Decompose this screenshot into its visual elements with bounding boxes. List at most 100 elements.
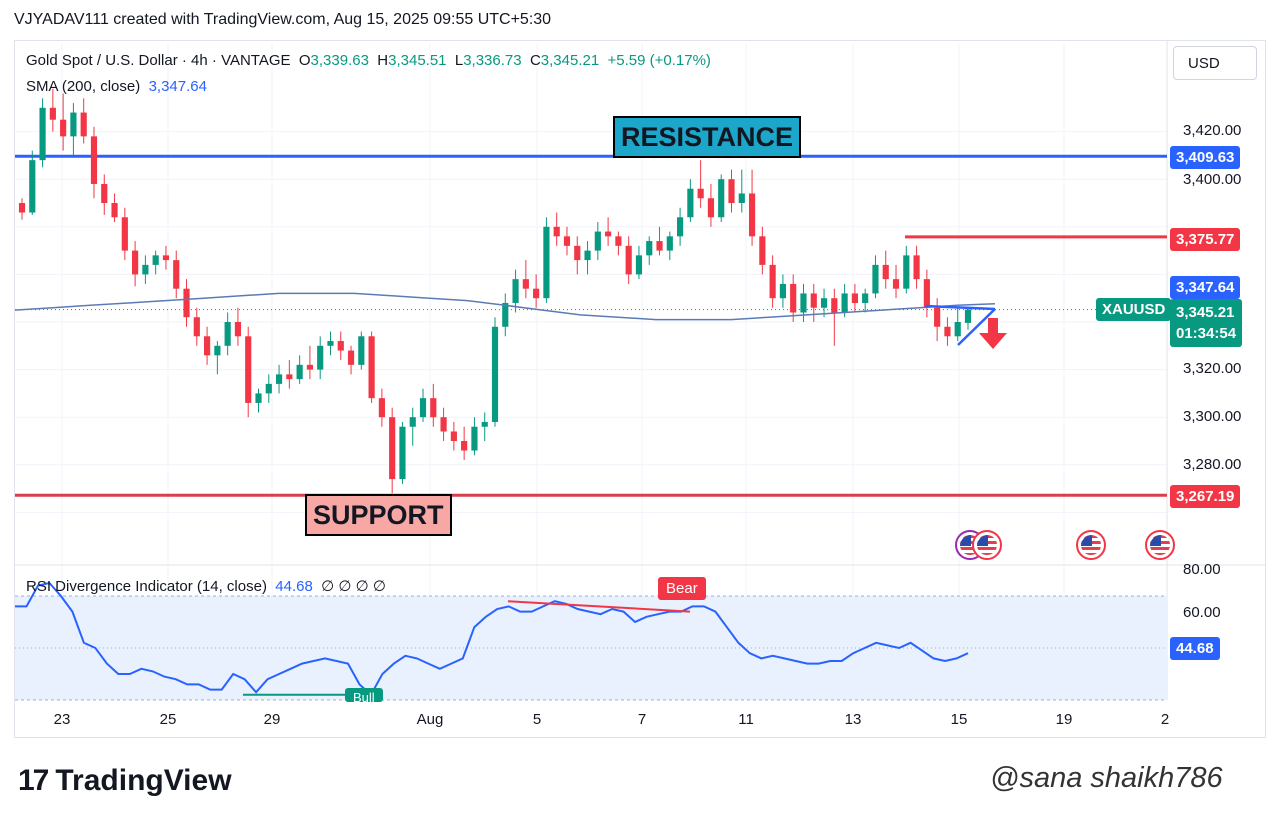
rsi-price-label: 44.68	[1170, 637, 1220, 660]
candle-body	[841, 293, 848, 313]
author-watermark: @sana shaikh786	[990, 762, 1223, 794]
wedge-line	[924, 304, 996, 311]
high-label: H	[377, 52, 389, 69]
sma-price-label: 3,347.64	[1170, 276, 1241, 299]
candle-body	[183, 288, 190, 318]
candle-body	[748, 193, 756, 237]
candle-body	[358, 336, 365, 365]
candle-body	[605, 231, 612, 237]
candle-body	[481, 421, 488, 427]
rsi-tick: 60.00	[1183, 604, 1221, 621]
candle-body	[419, 398, 427, 418]
candle-body	[327, 341, 334, 346]
candle-body	[255, 393, 262, 403]
sma-legend[interactable]: SMA (200, close) 3,347.64	[26, 78, 207, 95]
wedge-line	[957, 308, 996, 346]
candle-body	[728, 179, 735, 203]
us-flag-icon[interactable]	[1145, 530, 1175, 560]
candle-body	[800, 293, 807, 313]
rsi-legend[interactable]: RSI Divergence Indicator (14, close) 44.…	[26, 577, 386, 595]
candle-body	[49, 107, 56, 120]
candle-body	[286, 374, 293, 380]
us-flag-icon[interactable]	[972, 530, 1002, 560]
event-flag-icon[interactable]	[955, 530, 985, 560]
candle-body	[60, 119, 67, 137]
rsi-label: RSI Divergence Indicator (14, close)	[26, 578, 267, 595]
candle-body	[677, 217, 684, 237]
price-tick: 3,400.00	[1183, 171, 1242, 188]
chart-frame	[14, 40, 1266, 738]
candle-body	[964, 309, 972, 323]
time-tick: 13	[844, 711, 862, 728]
tradingview-mark: 17	[18, 764, 49, 797]
resistance-price-label: 3,409.63	[1170, 146, 1241, 169]
candle-body	[563, 236, 571, 246]
candle-body	[831, 298, 838, 313]
candle-body	[471, 426, 478, 451]
candle-body	[862, 293, 869, 303]
candle-body	[39, 107, 46, 161]
candle-body	[615, 236, 622, 246]
rsi-extra-values: ∅ ∅ ∅ ∅	[321, 578, 386, 595]
candle-body	[522, 279, 529, 289]
candle-body	[954, 322, 961, 337]
candle-body	[882, 264, 889, 280]
candle-body	[944, 326, 951, 337]
support-annotation[interactable]: SUPPORT	[305, 494, 452, 536]
candle-body	[512, 279, 519, 303]
resistance-annotation[interactable]: RESISTANCE	[613, 116, 802, 158]
currency-button[interactable]: USD	[1173, 46, 1257, 80]
last-price: 3,345.21	[1176, 304, 1235, 321]
close-label: C	[529, 52, 541, 69]
candle-body	[142, 264, 149, 275]
high-value: 3,345.51	[388, 52, 447, 69]
candle-body	[687, 188, 694, 218]
candle-body	[80, 112, 87, 137]
candle-body	[872, 264, 879, 294]
sma-line	[14, 292, 996, 321]
change-value: +5.59 (+0.17%)	[607, 52, 711, 69]
time-tick: 29	[263, 711, 281, 728]
candle-body	[275, 374, 283, 384]
symbol-title[interactable]: Gold Spot / U.S. Dollar · 4h · VANTAGE	[26, 52, 291, 69]
close-value: 3,345.21	[540, 52, 600, 69]
candle-body	[317, 345, 324, 370]
candle-body	[903, 255, 910, 289]
bear-divergence-tag[interactable]: Bear	[658, 577, 706, 600]
bar-countdown: 01:34:54	[1176, 325, 1237, 342]
candle-body	[224, 322, 231, 346]
candle-body	[204, 336, 211, 356]
red-level-price-label: 3,375.77	[1170, 228, 1241, 251]
bull-divergence-tag[interactable]: Bull	[345, 688, 383, 702]
candle-body	[90, 136, 98, 184]
open-label: O	[298, 52, 311, 69]
us-flag-icon[interactable]	[1076, 530, 1106, 560]
candle-body	[923, 279, 930, 308]
candle-body	[934, 307, 941, 327]
candle-body	[913, 255, 920, 280]
candle-body	[132, 250, 139, 275]
candle-body	[70, 112, 77, 137]
candle-body	[214, 345, 221, 356]
candle-body	[193, 317, 200, 337]
candle-body	[347, 350, 355, 365]
candle-body	[461, 441, 468, 451]
candle-body	[759, 236, 766, 265]
candle-body	[635, 255, 643, 275]
candle-body	[152, 255, 159, 265]
time-tick: 2	[1160, 711, 1170, 728]
rsi-line	[15, 581, 969, 697]
candle-body	[234, 322, 242, 337]
candle-body	[779, 283, 786, 299]
candle-body	[399, 426, 406, 480]
ohlc-legend: Gold Spot / U.S. Dollar · 4h · VANTAGE O…	[26, 52, 711, 69]
candle-body	[29, 160, 36, 213]
candle-body	[306, 364, 313, 370]
candle-body	[450, 431, 457, 441]
price-tick: 3,280.00	[1183, 456, 1242, 473]
candle-body	[162, 255, 170, 261]
candle-body	[173, 260, 180, 289]
sma-label: SMA (200, close)	[26, 78, 141, 95]
candle-body	[646, 241, 653, 256]
